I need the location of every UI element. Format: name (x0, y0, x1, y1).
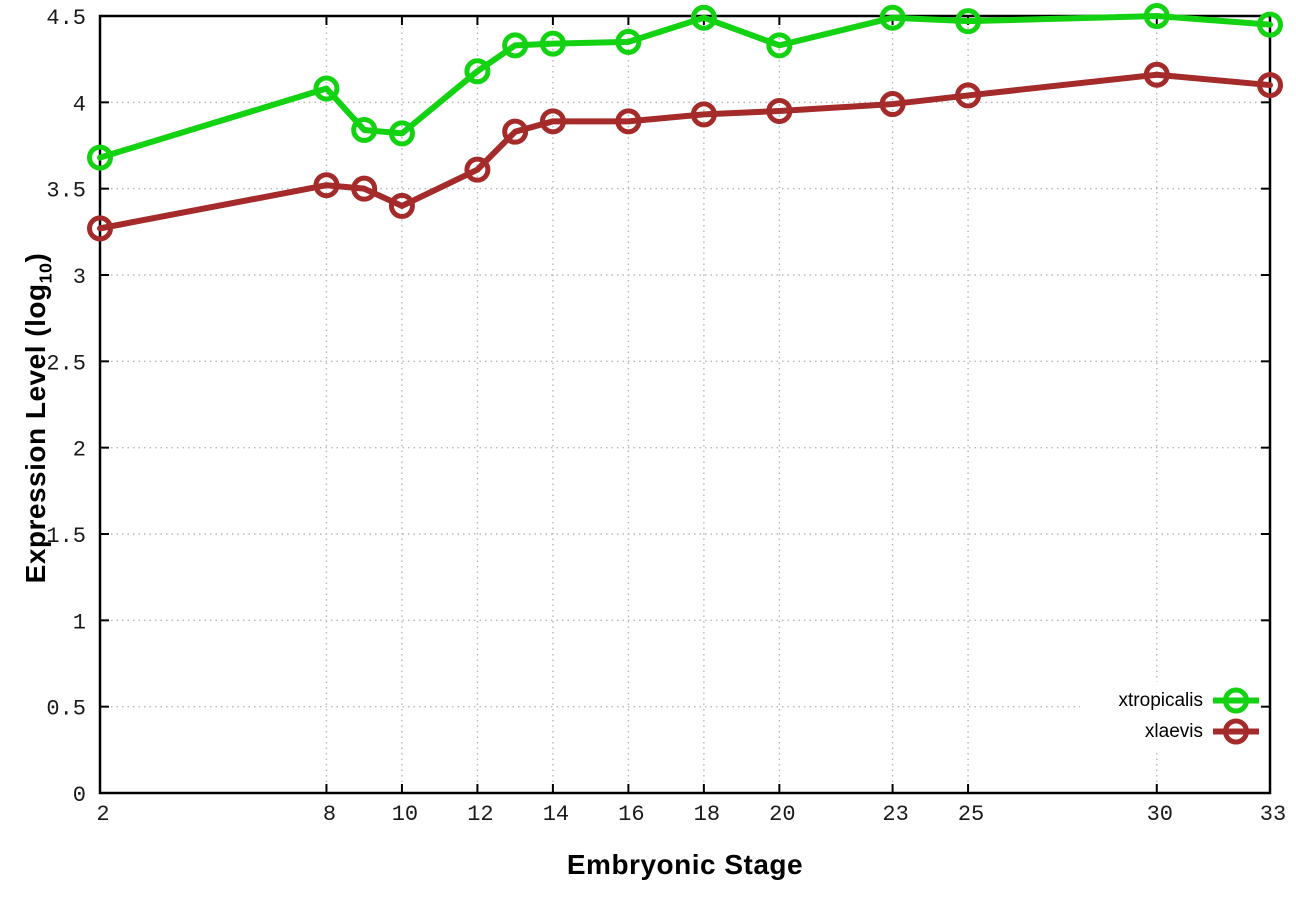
data-point-xtropicalis-stage-9 (351, 116, 378, 143)
x-tick-label: 14 (543, 802, 569, 827)
data-point-xlaevis-stage-8 (313, 172, 340, 199)
data-point-xlaevis-stage-18 (690, 101, 717, 128)
legend-item-xtropicalis: xtropicalis (1119, 685, 1260, 716)
legend-line-marker-icon (1213, 687, 1259, 714)
legend: xtropicalis xlaevis (1119, 685, 1260, 747)
data-point-xtropicalis-stage-25 (955, 8, 982, 35)
y-tick-label: 3.5 (46, 179, 86, 204)
x-tick-label: 16 (618, 802, 644, 827)
data-point-xlaevis-stage-16 (615, 108, 642, 135)
data-point-xtropicalis-stage-12 (464, 58, 491, 85)
y-axis-title-text: Expression Level (log (20, 283, 51, 584)
data-point-xlaevis-stage-30 (1143, 61, 1170, 88)
x-tick-label: 25 (958, 802, 984, 827)
data-point-xtropicalis-stage-30 (1143, 3, 1170, 29)
x-tick-label: 18 (694, 802, 720, 827)
legend-label-xlaevis: xlaevis (1144, 720, 1203, 742)
data-point-xtropicalis-stage-33 (1257, 11, 1283, 38)
data-point-xlaevis-stage-33 (1257, 72, 1283, 99)
data-point-xlaevis-stage-20 (766, 97, 793, 124)
y-tick-label: 2 (73, 438, 86, 463)
data-point-xlaevis-stage-12 (464, 156, 491, 183)
data-point-xtropicalis-stage-20 (766, 32, 793, 59)
x-tick-label: 20 (769, 802, 795, 827)
y-tick-label: 1.5 (46, 524, 86, 549)
data-point-xtropicalis-stage-2 (87, 144, 113, 171)
data-point-xtropicalis-stage-10 (388, 120, 415, 147)
y-tick-label: 4.5 (46, 6, 86, 31)
data-point-xlaevis-stage-13 (502, 118, 529, 145)
x-tick-label: 2 (96, 802, 109, 827)
x-tick-label: 8 (323, 802, 336, 827)
series-line-xtropicalis (97, 13, 1273, 161)
legend-item-xlaevis: xlaevis (1145, 716, 1260, 747)
data-point-xtropicalis-stage-18 (690, 4, 717, 31)
x-tick-label: 10 (392, 802, 418, 827)
y-axis-title-close: ) (20, 252, 51, 263)
data-point-xlaevis-stage-2 (87, 215, 113, 242)
x-tick-label: 30 (1147, 802, 1173, 827)
data-point-xtropicalis-stage-14 (539, 30, 566, 57)
data-point-xlaevis-stage-23 (879, 91, 906, 118)
y-tick-label: 1 (73, 610, 86, 635)
y-axis-title: Expression Level (log10) (20, 168, 56, 668)
y-tick-label: 2.5 (46, 351, 86, 376)
data-point-xlaevis-stage-25 (955, 82, 982, 109)
y-tick-label: 0 (73, 783, 86, 808)
data-point-xtropicalis-stage-8 (313, 75, 340, 102)
y-tick-label: 0.5 (46, 697, 86, 722)
data-point-xtropicalis-stage-13 (502, 32, 529, 59)
y-tick-label: 3 (73, 265, 86, 290)
plot-border (98, 14, 1272, 795)
x-axis-title: Embryonic Stage (566, 849, 804, 880)
x-tick-label: 33 (1260, 802, 1286, 827)
data-point-xlaevis-stage-10 (388, 192, 415, 219)
legend-label-xtropicalis: xtropicalis (1118, 689, 1203, 711)
data-point-xtropicalis-stage-23 (879, 4, 906, 31)
x-tick-label: 12 (467, 802, 493, 827)
data-point-xtropicalis-stage-16 (615, 28, 642, 55)
y-axis-title-subscript: 10 (35, 262, 56, 284)
legend-line-marker-icon (1213, 718, 1259, 745)
x-tick-label: 23 (882, 802, 908, 827)
data-point-xlaevis-stage-14 (539, 108, 566, 135)
y-tick-label: 4 (73, 92, 86, 117)
data-point-xlaevis-stage-9 (351, 175, 378, 202)
series-line-xlaevis (97, 71, 1273, 232)
